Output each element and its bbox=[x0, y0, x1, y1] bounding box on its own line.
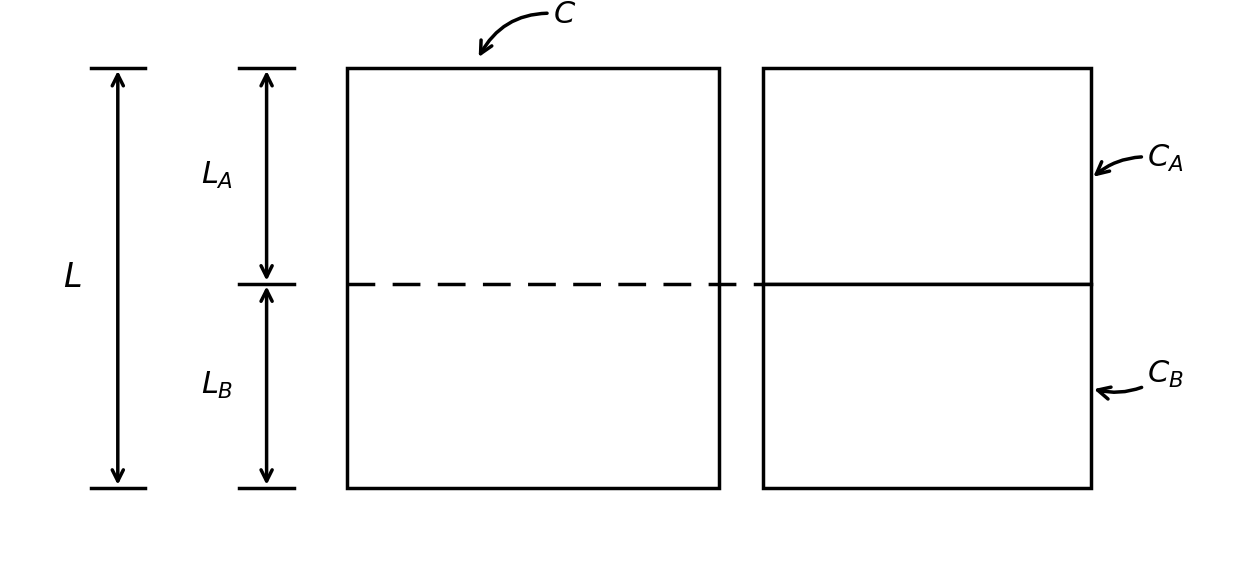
Bar bbox=[347, 68, 719, 488]
Text: $L_A$: $L_A$ bbox=[201, 160, 233, 191]
Text: $C_B$: $C_B$ bbox=[1097, 359, 1184, 399]
Bar bbox=[763, 68, 1091, 284]
Text: $C_A$: $C_A$ bbox=[1096, 143, 1183, 174]
Bar bbox=[763, 284, 1091, 488]
Text: $C$: $C$ bbox=[481, 0, 575, 54]
Text: $L_B$: $L_B$ bbox=[201, 370, 233, 401]
Text: $L$: $L$ bbox=[63, 262, 81, 294]
